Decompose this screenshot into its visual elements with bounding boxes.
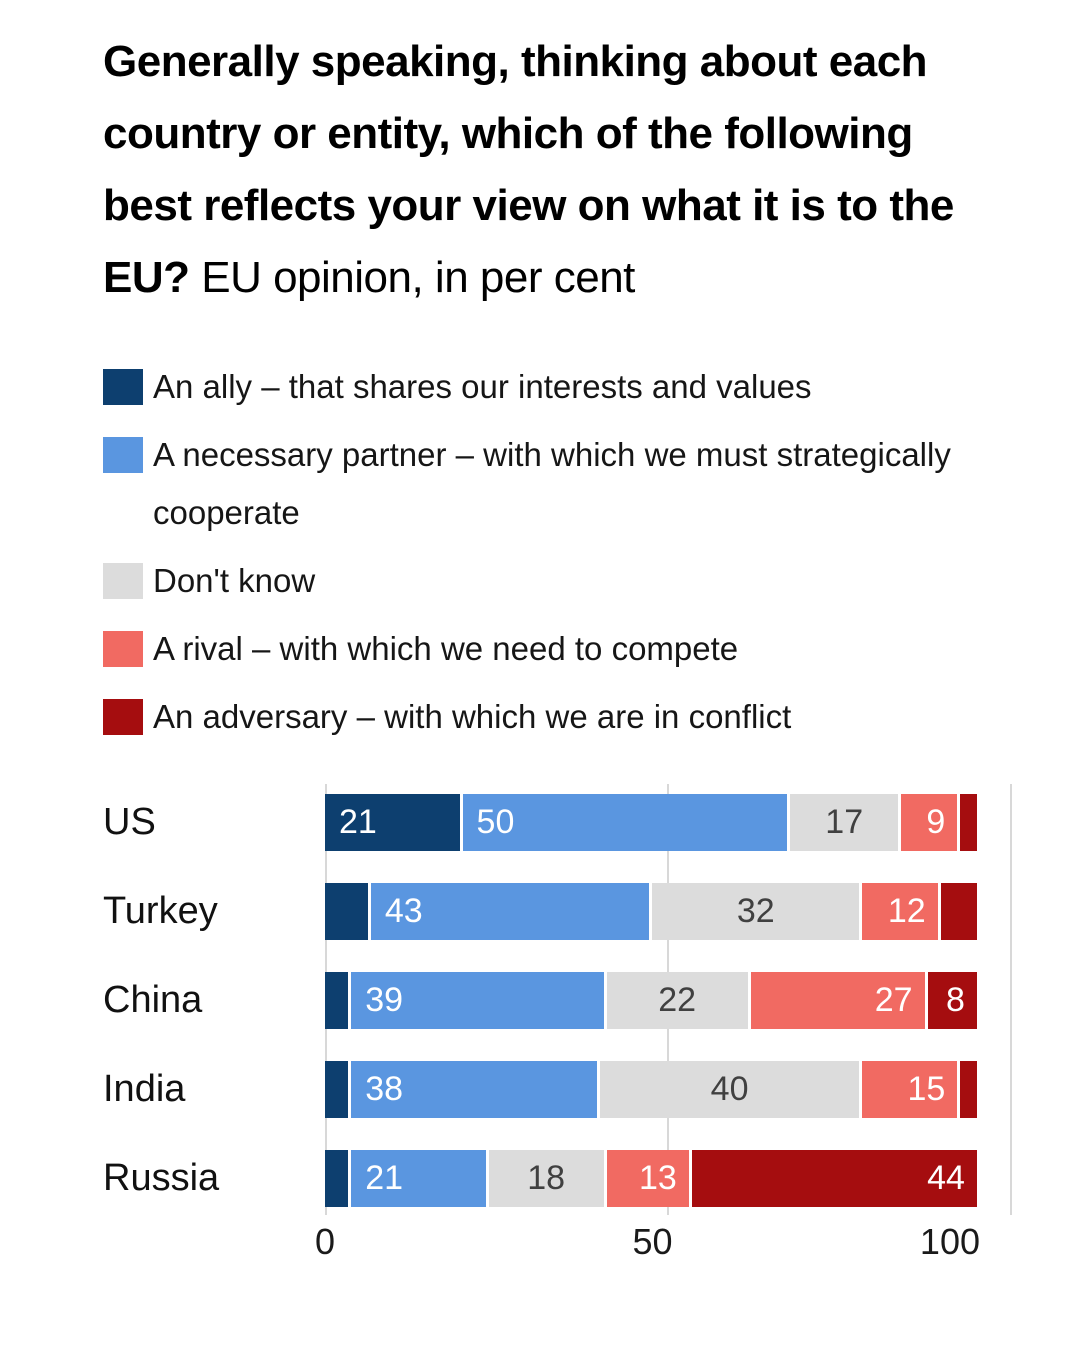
legend-swatch bbox=[103, 699, 143, 735]
bar-segment: 13 bbox=[606, 1150, 692, 1207]
stacked-bar: 21 18 13 44 bbox=[325, 1150, 980, 1207]
bar-segment bbox=[960, 1061, 980, 1118]
bar-segment: 50 bbox=[462, 794, 791, 851]
bar-value-label: 44 bbox=[927, 1159, 965, 1197]
chart-row: China 39 22 27 8 bbox=[103, 972, 1010, 1029]
bar-segment: 21 bbox=[351, 1150, 489, 1207]
bar-segment bbox=[960, 794, 980, 851]
bar-segment: 40 bbox=[600, 1061, 863, 1118]
legend-swatch bbox=[103, 631, 143, 667]
legend-swatch bbox=[103, 563, 143, 599]
bar-value-label: 18 bbox=[527, 1159, 566, 1197]
bar-segment: 18 bbox=[488, 1150, 607, 1207]
title-question: Generally speaking, thinking about each … bbox=[103, 37, 954, 302]
bar-segment bbox=[325, 1061, 352, 1118]
bar-value-label: 50 bbox=[476, 803, 515, 841]
chart-page: Generally speaking, thinking about each … bbox=[103, 26, 1012, 1267]
gridline bbox=[1010, 784, 1012, 1215]
x-axis-tick: 100 bbox=[919, 1221, 980, 1262]
bar-segment: 38 bbox=[351, 1061, 601, 1118]
bar-value-label: 8 bbox=[946, 981, 965, 1019]
page-title: Generally speaking, thinking about each … bbox=[103, 26, 1008, 314]
chart-rows: US 21 50 17 9 Turkey 43 32 12 China 39 22 27 8 India 38… bbox=[103, 784, 1012, 1215]
bar-value-label: 39 bbox=[365, 981, 404, 1019]
stacked-bar: 38 40 15 bbox=[325, 1061, 980, 1118]
bar-segment: 43 bbox=[370, 883, 653, 940]
stacked-bar: 39 22 27 8 bbox=[325, 972, 980, 1029]
legend-item-label: Don't know bbox=[153, 562, 316, 599]
category-label: Russia bbox=[103, 1157, 220, 1199]
bar-segment: 39 bbox=[351, 972, 607, 1029]
x-axis: 0 50 100 bbox=[315, 1221, 980, 1267]
bar-value-label: 17 bbox=[825, 803, 864, 841]
legend-swatch bbox=[103, 369, 143, 405]
chart-row: India 38 40 15 bbox=[103, 1061, 1010, 1118]
bar-value-label: 13 bbox=[638, 1159, 677, 1197]
bar-segment bbox=[325, 972, 352, 1029]
chart-row: Russia 21 18 13 44 bbox=[103, 1150, 1010, 1207]
stacked-bar: 21 50 17 9 bbox=[325, 794, 980, 851]
legend-swatch bbox=[103, 437, 143, 473]
bar-value-label: 21 bbox=[339, 803, 377, 841]
bar-segment: 32 bbox=[652, 883, 863, 940]
bar-segment: 27 bbox=[750, 972, 928, 1029]
bar-value-label: 22 bbox=[658, 981, 697, 1019]
bar-value-label: 40 bbox=[710, 1070, 749, 1108]
title-subtitle: EU opinion, in per cent bbox=[201, 253, 635, 302]
category-label: Turkey bbox=[103, 890, 218, 932]
stacked-bar-chart: US 21 50 17 9 Turkey 43 32 12 China 39 22 27 8 India 38… bbox=[103, 784, 1012, 1267]
bar-segment bbox=[325, 883, 371, 940]
bar-segment: 17 bbox=[790, 794, 902, 851]
bar-segment bbox=[325, 1150, 352, 1207]
bar-value-label: 32 bbox=[736, 892, 775, 930]
bar-value-label: 43 bbox=[384, 892, 423, 930]
legend-item-label: An ally – that shares our interests and … bbox=[153, 368, 812, 405]
legend: An ally – that shares our interests and … bbox=[103, 358, 1010, 746]
stacked-bar: 43 32 12 bbox=[325, 883, 980, 940]
legend-item-label: A rival – with which we need to compete bbox=[153, 630, 739, 667]
legend-item: An ally – that shares our interests and … bbox=[103, 358, 1010, 416]
bar-segment: 21 bbox=[325, 794, 463, 851]
bar-value-label: 15 bbox=[907, 1070, 946, 1108]
bar-segment: 12 bbox=[862, 883, 941, 940]
bar-segment: 9 bbox=[901, 794, 961, 851]
x-axis-tick: 0 bbox=[314, 1221, 336, 1262]
x-axis-tick: 50 bbox=[632, 1221, 673, 1262]
category-label: China bbox=[103, 979, 203, 1021]
bar-segment: 44 bbox=[691, 1150, 980, 1207]
category-label: India bbox=[103, 1068, 186, 1110]
bar-segment: 15 bbox=[862, 1061, 961, 1118]
category-label: US bbox=[103, 801, 156, 843]
bar-value-label: 38 bbox=[365, 1070, 404, 1108]
bar-value-label: 27 bbox=[874, 981, 913, 1019]
legend-item-label: A necessary partner – with which we must… bbox=[153, 436, 951, 531]
chart-row: Turkey 43 32 12 bbox=[103, 883, 1010, 940]
bar-segment bbox=[940, 883, 980, 940]
bar-value-label: 9 bbox=[926, 803, 946, 841]
chart-row: US 21 50 17 9 bbox=[103, 794, 1010, 851]
legend-item: An adversary – with which we are in conf… bbox=[103, 688, 1010, 746]
legend-item: Don't know bbox=[103, 552, 1010, 610]
legend-item: A necessary partner – with which we must… bbox=[103, 426, 1010, 542]
legend-item-label: An adversary – with which we are in conf… bbox=[153, 698, 792, 735]
bar-value-label: 12 bbox=[887, 892, 926, 930]
bar-segment: 8 bbox=[927, 972, 980, 1029]
bar-segment: 22 bbox=[606, 972, 751, 1029]
bar-value-label: 21 bbox=[365, 1159, 404, 1197]
legend-item: A rival – with which we need to compete bbox=[103, 620, 1010, 678]
